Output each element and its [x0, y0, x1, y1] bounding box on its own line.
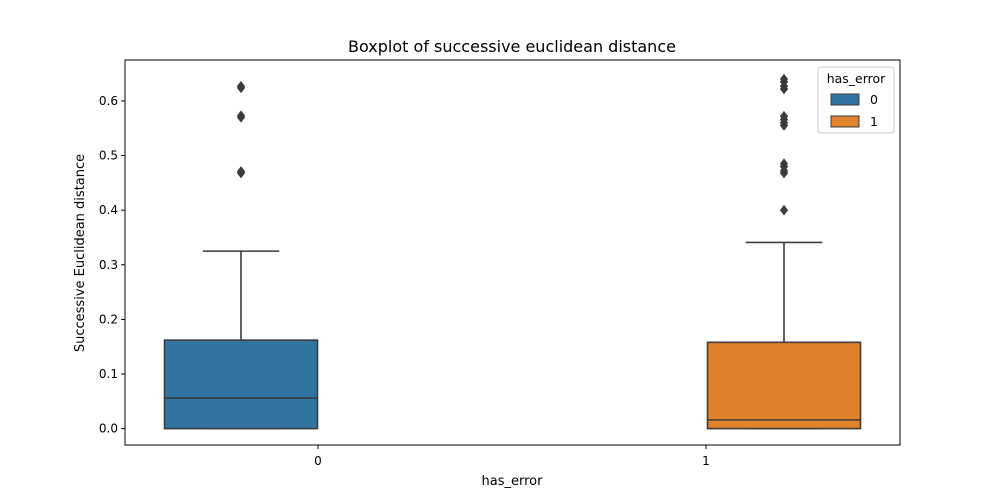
x-tick-label: 1	[702, 454, 710, 468]
x-axis-title: has_error	[482, 474, 544, 489]
box-series-1	[706, 341, 862, 430]
y-tick-label: 0.0	[99, 422, 118, 436]
plot-frame	[124, 59, 901, 446]
legend-swatch-1	[830, 115, 860, 128]
box-series-0	[163, 339, 319, 430]
y-tick-label: 0.2	[99, 312, 118, 326]
outlier-point	[236, 80, 246, 92]
legend-label-0: 0	[870, 92, 878, 107]
y-tick-label: 0.3	[99, 258, 118, 272]
legend-title: has_error	[827, 71, 886, 86]
outlier-point	[779, 110, 789, 122]
legend-label-1: 1	[870, 114, 878, 129]
x-tick-label: 0	[314, 454, 322, 468]
plot-area: 0.0 0.1 0.2 0.3 0.4 0.5 0.6 0 1	[99, 59, 901, 468]
y-tick-label: 0.1	[99, 367, 118, 381]
outlier-point	[236, 110, 246, 122]
outlier-point	[779, 204, 789, 216]
y-tick-label: 0.5	[99, 149, 118, 163]
y-tick-label: 0.6	[99, 94, 118, 108]
outlier-point	[236, 166, 246, 177]
y-tick-label: 0.4	[99, 203, 118, 217]
y-axis-title: Successive Euclidean distance	[73, 154, 88, 352]
legend-swatch-0	[830, 93, 860, 106]
legend: has_error 0 1	[817, 66, 895, 134]
outlier-point	[779, 158, 789, 170]
chart-title: Boxplot of successive euclidean distance	[348, 37, 676, 56]
outlier-point	[779, 73, 789, 85]
